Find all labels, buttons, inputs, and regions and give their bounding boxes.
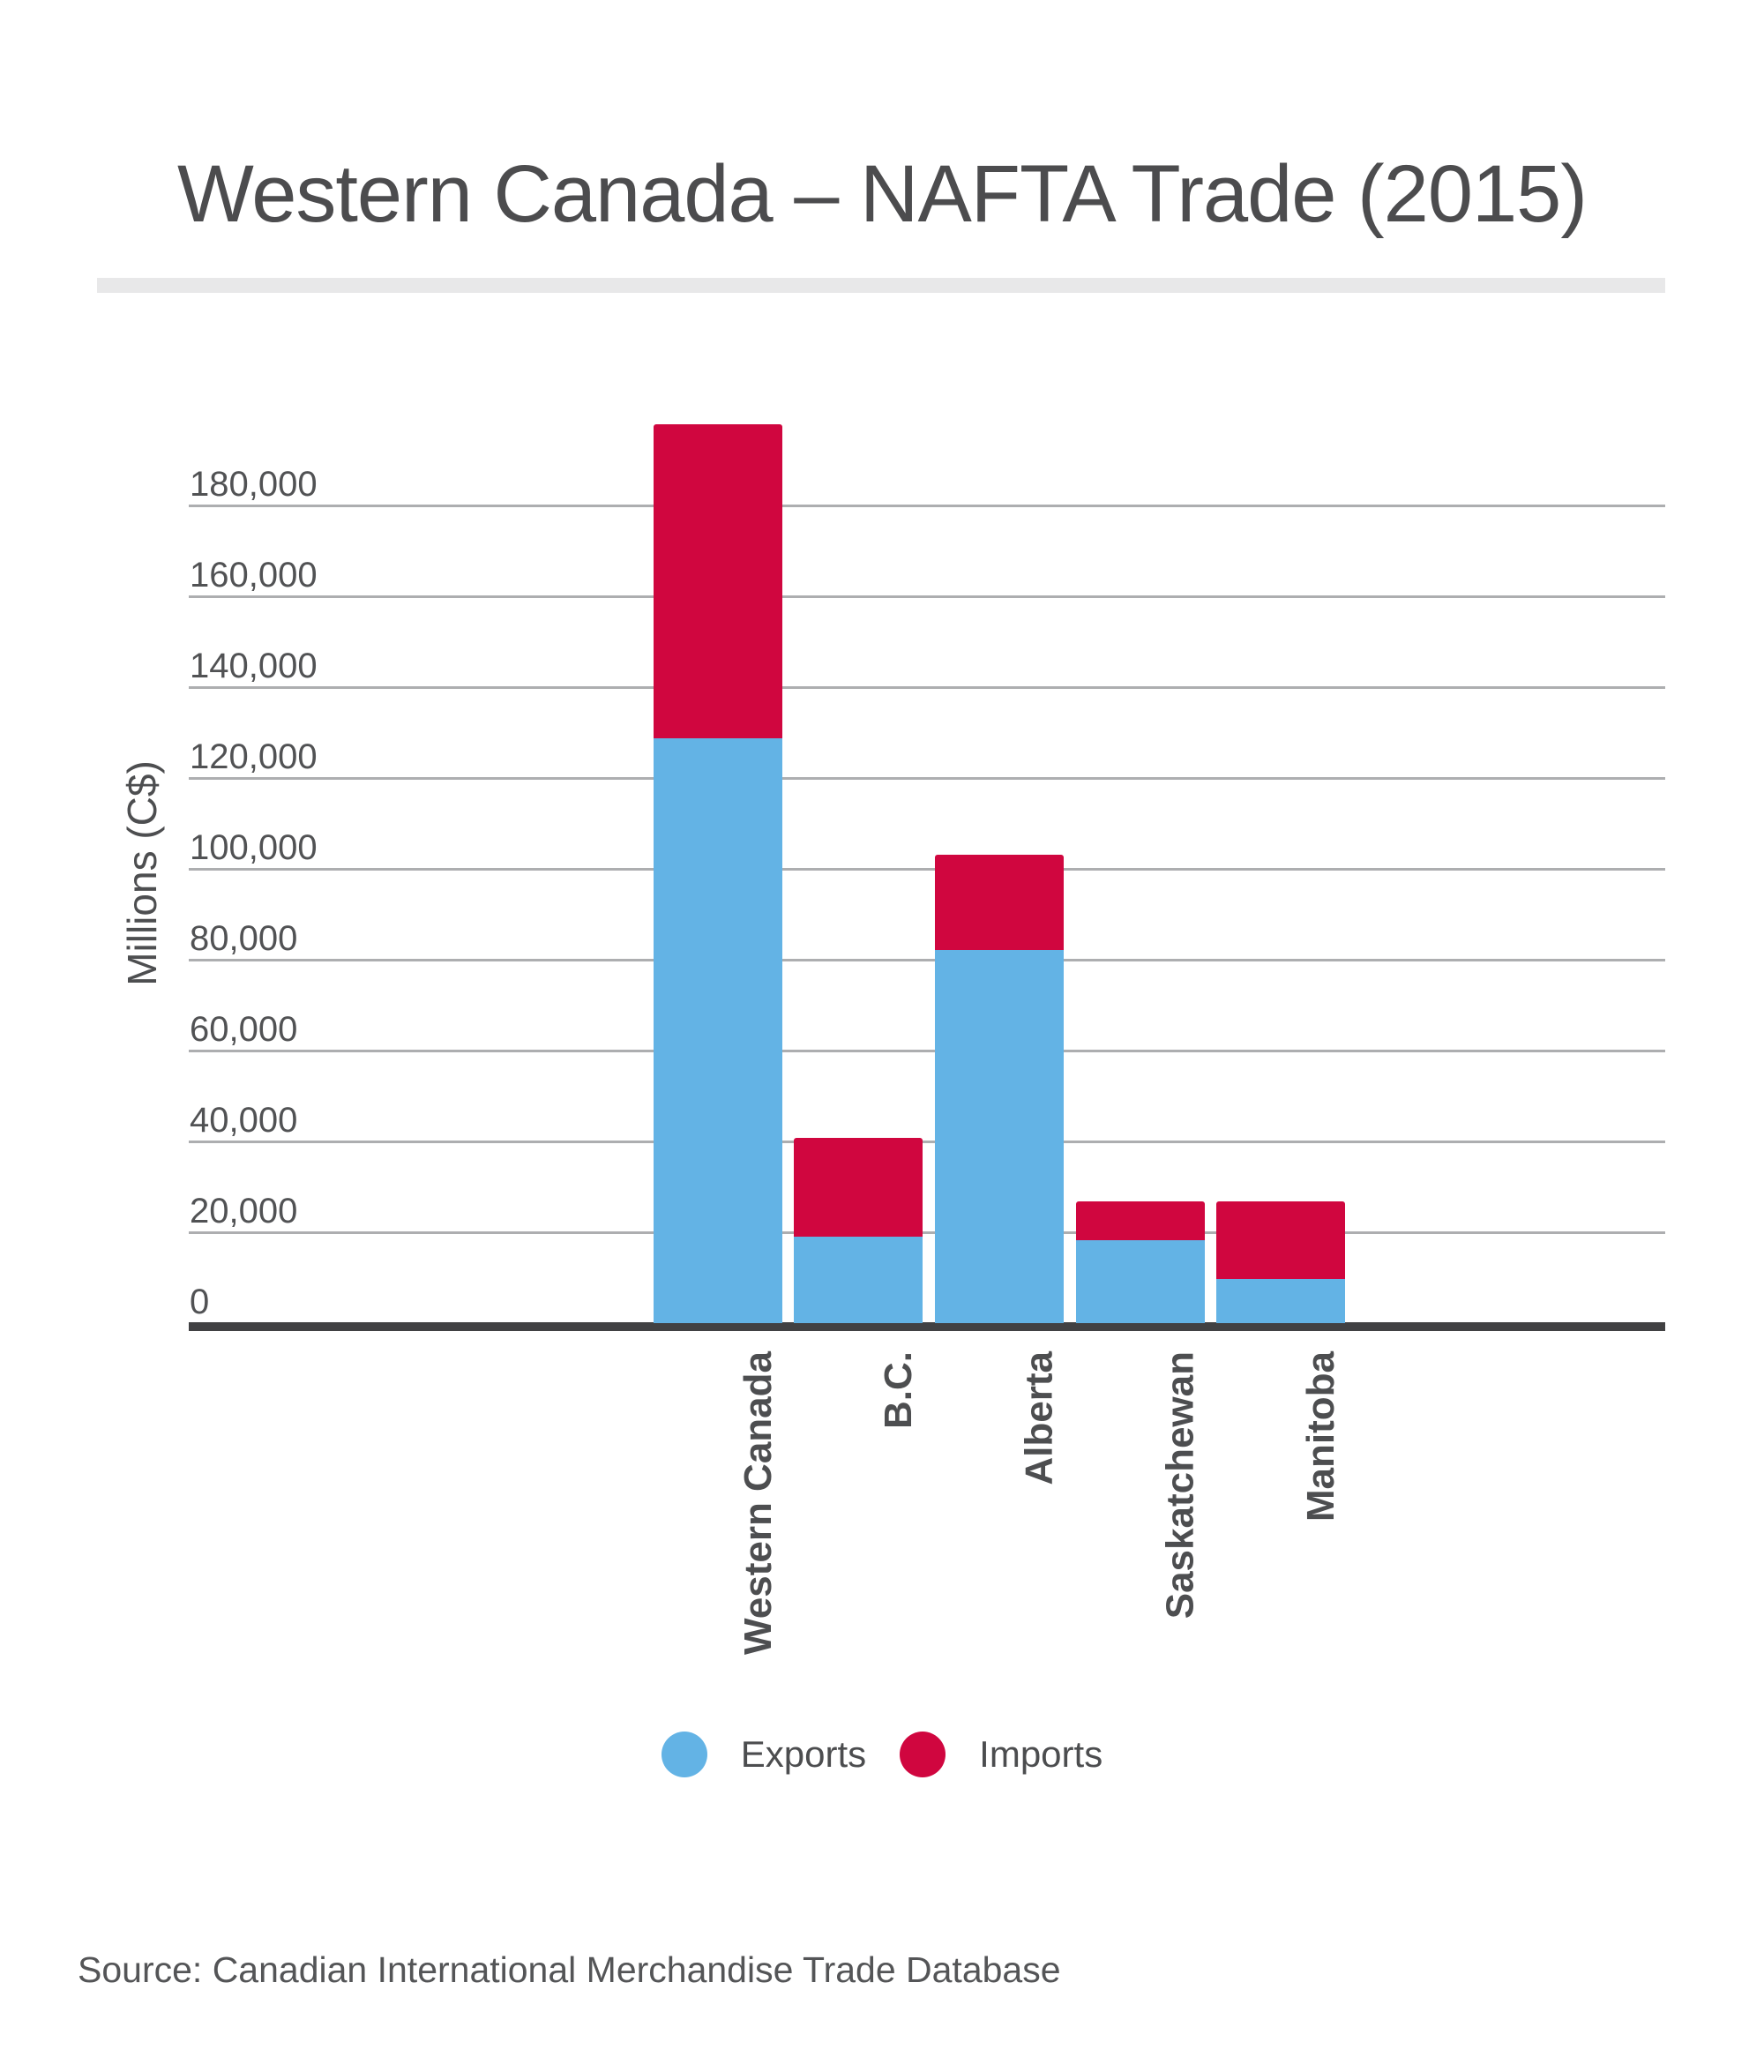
imports-bar-alberta	[934, 855, 1064, 951]
x-axis-label-saskatchewan: Saskatchewan	[1158, 1351, 1202, 1619]
x-axis-label-b-c-: B.C.	[877, 1351, 921, 1429]
y-tick-label: 120,000	[190, 737, 318, 776]
legend-imports-label: Imports	[979, 1733, 1103, 1775]
gridline-160,000	[189, 595, 1665, 598]
exports-bar-manitoba	[1216, 1278, 1346, 1323]
legend-exports-swatch-icon	[661, 1732, 707, 1777]
gridline-120,000	[189, 777, 1665, 780]
exports-bar-saskatchewan	[1075, 1239, 1205, 1323]
y-tick-label: 40,000	[190, 1101, 298, 1140]
title-underline-bar	[97, 278, 1665, 293]
legend: Exports Imports	[0, 1732, 1764, 1777]
y-tick-label: 160,000	[190, 556, 318, 595]
source-note: Source: Canadian International Merchandi…	[78, 1949, 1061, 1990]
chart-title: Western Canada – NAFTA Trade (2015)	[177, 149, 1588, 239]
legend-exports-label: Exports	[740, 1733, 867, 1775]
imports-bar-western-canada	[653, 424, 782, 739]
x-axis-line	[189, 1322, 1665, 1331]
gridline-180,000	[189, 505, 1665, 507]
x-axis-label-alberta: Alberta	[1017, 1351, 1061, 1485]
y-tick-label: 20,000	[190, 1192, 298, 1230]
exports-bar-b-c-	[794, 1236, 923, 1323]
gridline-100,000	[189, 868, 1665, 871]
y-tick-label: 100,000	[190, 828, 318, 867]
gridline-20,000	[189, 1231, 1665, 1234]
y-tick-label: 60,000	[190, 1010, 298, 1049]
y-tick-label: 180,000	[190, 465, 318, 504]
imports-bar-manitoba	[1216, 1201, 1346, 1279]
gridline-140,000	[189, 686, 1665, 689]
gridline-40,000	[189, 1141, 1665, 1143]
y-axis-title: Millions (C$)	[119, 760, 165, 986]
exports-bar-alberta	[934, 950, 1064, 1323]
legend-imports-swatch-icon	[900, 1732, 946, 1777]
y-tick-label: 0	[190, 1283, 210, 1321]
gridline-80,000	[189, 959, 1665, 961]
imports-bar-saskatchewan	[1075, 1201, 1205, 1240]
exports-bar-western-canada	[653, 738, 782, 1323]
imports-bar-b-c-	[794, 1138, 923, 1237]
y-tick-label: 80,000	[190, 919, 298, 958]
y-tick-label: 140,000	[190, 647, 318, 685]
x-axis-label-manitoba: Manitoba	[1299, 1351, 1343, 1522]
x-axis-label-western-canada: Western Canada	[736, 1351, 780, 1655]
gridline-60,000	[189, 1050, 1665, 1052]
